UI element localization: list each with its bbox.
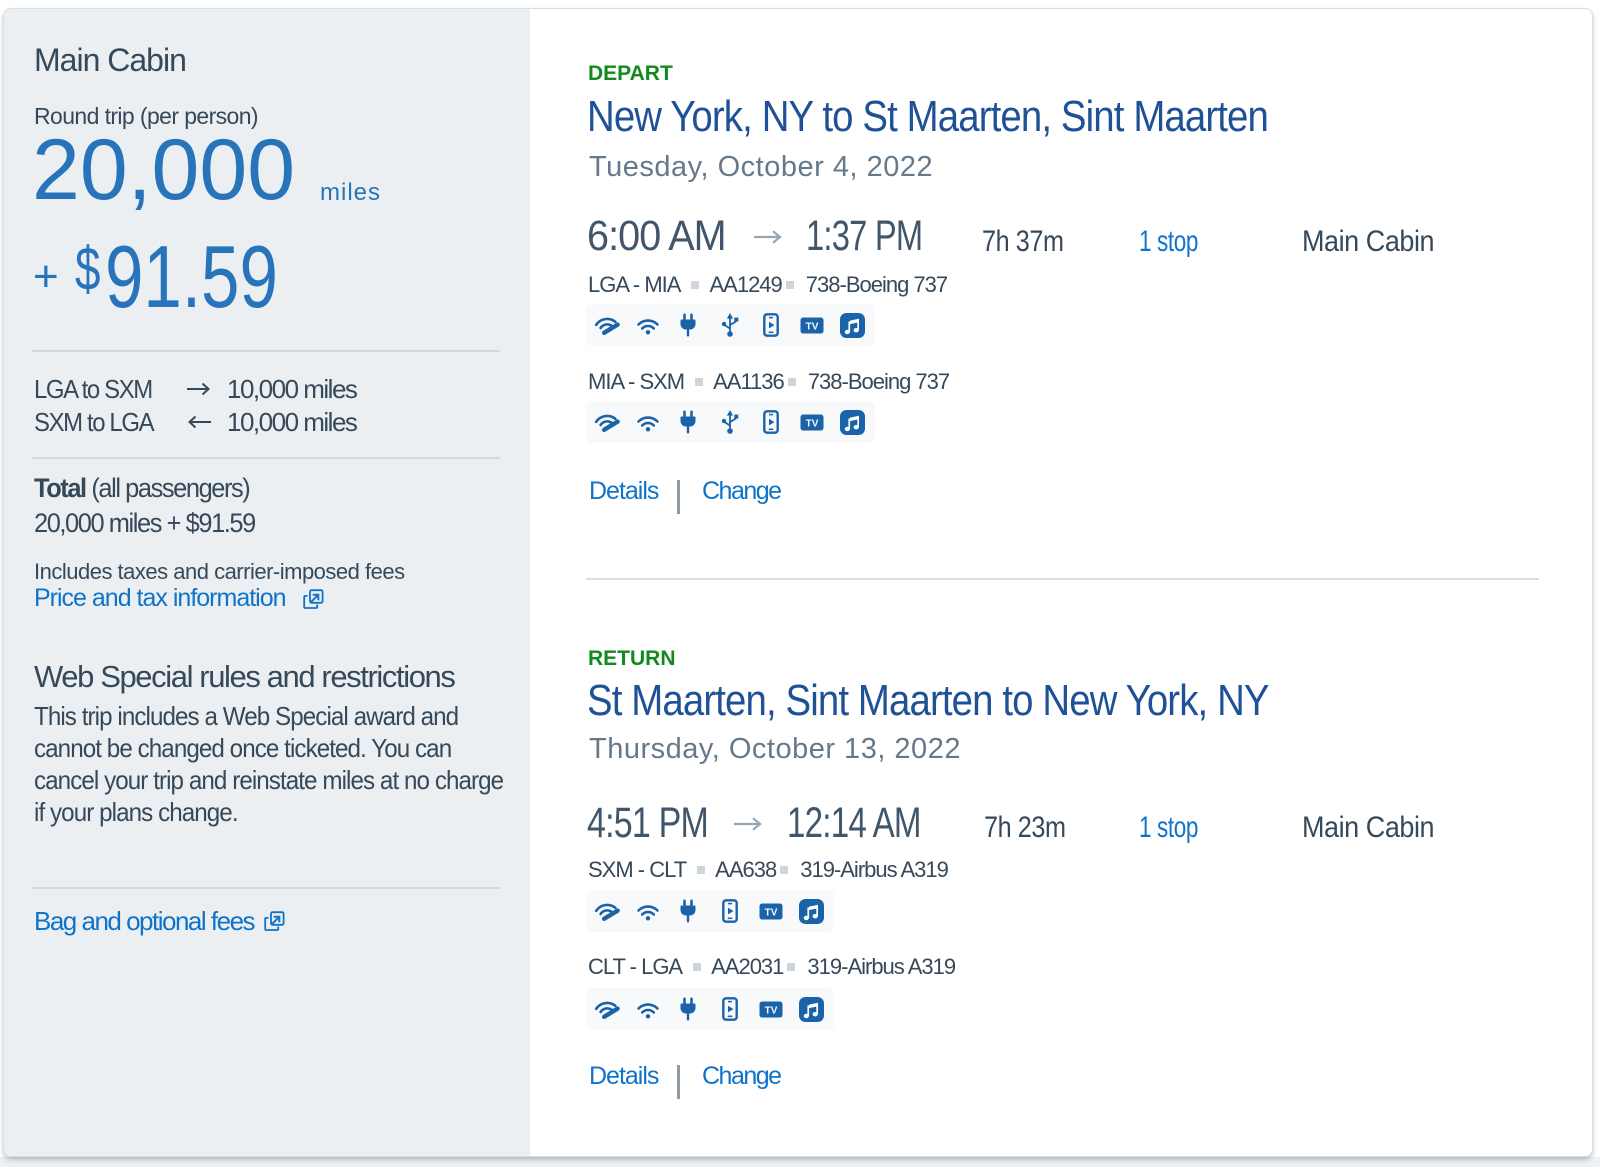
svg-text:TV: TV [765, 908, 778, 919]
svg-text:TV: TV [806, 322, 819, 333]
svg-text:TV: TV [765, 1006, 778, 1017]
svg-text:TV: TV [806, 419, 819, 430]
